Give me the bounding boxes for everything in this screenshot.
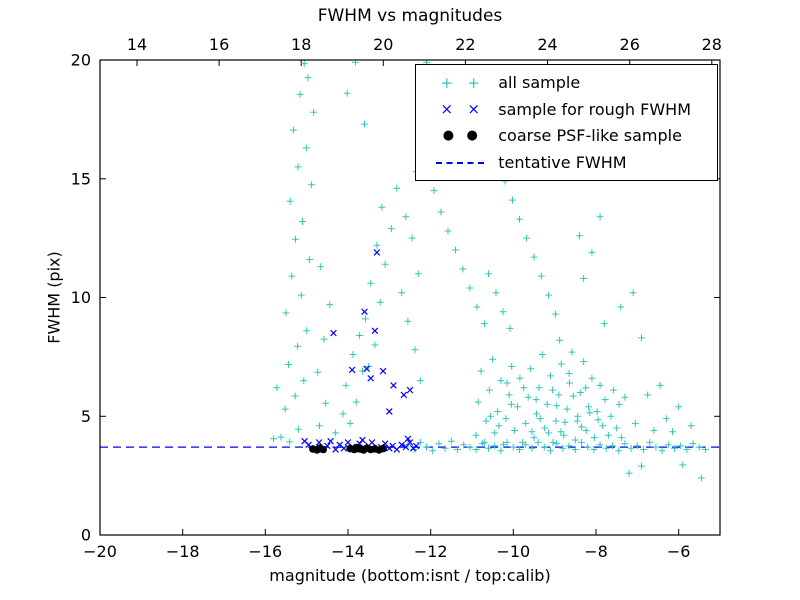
y-tick-label: 20 — [71, 51, 91, 70]
top-tick-label: 20 — [373, 35, 393, 54]
x-axis-label: magnitude (bottom:isnt / top:calib) — [269, 566, 551, 585]
chart-title: FWHM vs magnitudes — [317, 6, 503, 26]
top-tick-label: 24 — [537, 35, 557, 54]
legend-label-tentative-fwhm: tentative FWHM — [498, 152, 627, 172]
top-tick-label: 28 — [702, 35, 722, 54]
rough-fwhm-points — [301, 249, 420, 453]
top-tick-label: 14 — [127, 35, 147, 54]
y-tick-label: 10 — [71, 288, 91, 307]
x-tick-label: −8 — [584, 542, 608, 561]
psf-sample-point — [319, 445, 328, 454]
x-tick-label: −14 — [331, 542, 365, 561]
x-marker-icon: × × — [440, 100, 480, 119]
top-tick-label: 22 — [455, 35, 475, 54]
x-tick-label: −20 — [83, 542, 117, 561]
legend-entry-tentative-fwhm: tentative FWHM — [428, 154, 691, 172]
x-tick-label: −18 — [166, 542, 200, 561]
legend-entry-rough-fwhm: × × sample for rough FWHM — [428, 99, 691, 119]
y-tick-label: 15 — [71, 169, 91, 188]
axes-frame — [99, 59, 721, 536]
dashed-line-icon — [436, 161, 485, 164]
top-tick-label: 16 — [209, 35, 229, 54]
top-tick-label: 18 — [291, 35, 311, 54]
y-tick-label: 5 — [81, 407, 91, 426]
x-tick-label: −10 — [496, 542, 530, 561]
psf-sample-point — [379, 444, 387, 453]
x-tick-label: −12 — [414, 542, 448, 561]
legend: + + all sample × × sample for rough FWHM… — [415, 64, 718, 182]
legend-label-all-sample: all sample — [498, 73, 581, 92]
y-axis-label: FWHM (pix) — [44, 251, 64, 344]
legend-entry-all-sample: + + all sample — [428, 74, 691, 92]
x-tick-label: −16 — [248, 542, 282, 561]
legend-label-rough-fwhm: sample for rough FWHM — [498, 99, 691, 119]
legend-entry-psf-sample: ● ● coarse PSF-like sample — [428, 127, 691, 145]
top-tick-label: 26 — [620, 35, 640, 54]
plus-marker-icon: + + — [440, 73, 480, 92]
legend-label-psf-sample: coarse PSF-like sample — [498, 126, 682, 146]
x-tick-label: −6 — [667, 542, 691, 561]
dot-marker-icon: ● ● — [442, 127, 478, 143]
y-tick-label: 0 — [81, 526, 91, 545]
